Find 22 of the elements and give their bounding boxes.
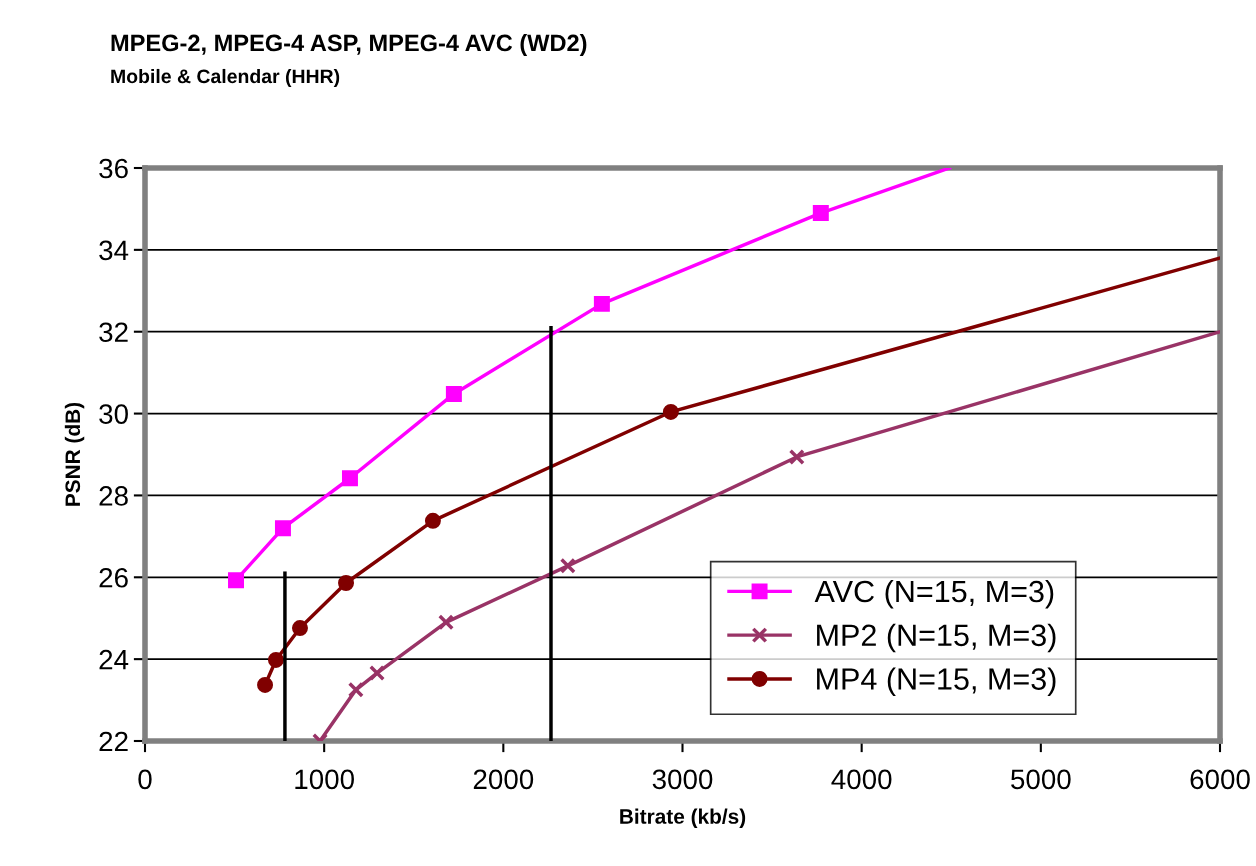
y-tick-label: 30 — [99, 404, 128, 424]
y-tick-label: 24 — [99, 649, 129, 670]
y-tick-label: 36 — [99, 158, 128, 179]
chart-title: MPEG-2, MPEG-4 ASP, MPEG-4 AVC (WD2) — [111, 34, 587, 56]
y-tick-label: 26 — [99, 567, 128, 588]
x-tick-label: 0 — [138, 769, 152, 790]
x-tick-label: 1000 — [295, 769, 354, 790]
y-tick-label: 28 — [99, 486, 128, 506]
y-axis-title: PSNR (dB) — [64, 402, 85, 506]
chart-subtitle: Mobile & Calendar (HHR) — [111, 68, 340, 88]
x-tick-label: 3000 — [652, 769, 713, 790]
legend-label: MP4 (N=15, M=3) — [817, 667, 1056, 696]
x-tick-label: 5000 — [1011, 769, 1071, 790]
y-tick-label: 34 — [99, 240, 129, 261]
legend-label: AVC (N=15, M=3) — [814, 579, 1054, 609]
x-axis-title: Bitrate (kb/s) — [620, 808, 746, 828]
legend-label: MP2 (N=15, M=3) — [817, 623, 1056, 653]
y-tick-label: 22 — [99, 731, 128, 752]
y-tick-label: 32 — [99, 322, 128, 343]
x-tick-label: 4000 — [831, 769, 892, 790]
x-tick-label: 6000 — [1190, 769, 1250, 790]
x-tick-label: 2000 — [473, 769, 534, 790]
